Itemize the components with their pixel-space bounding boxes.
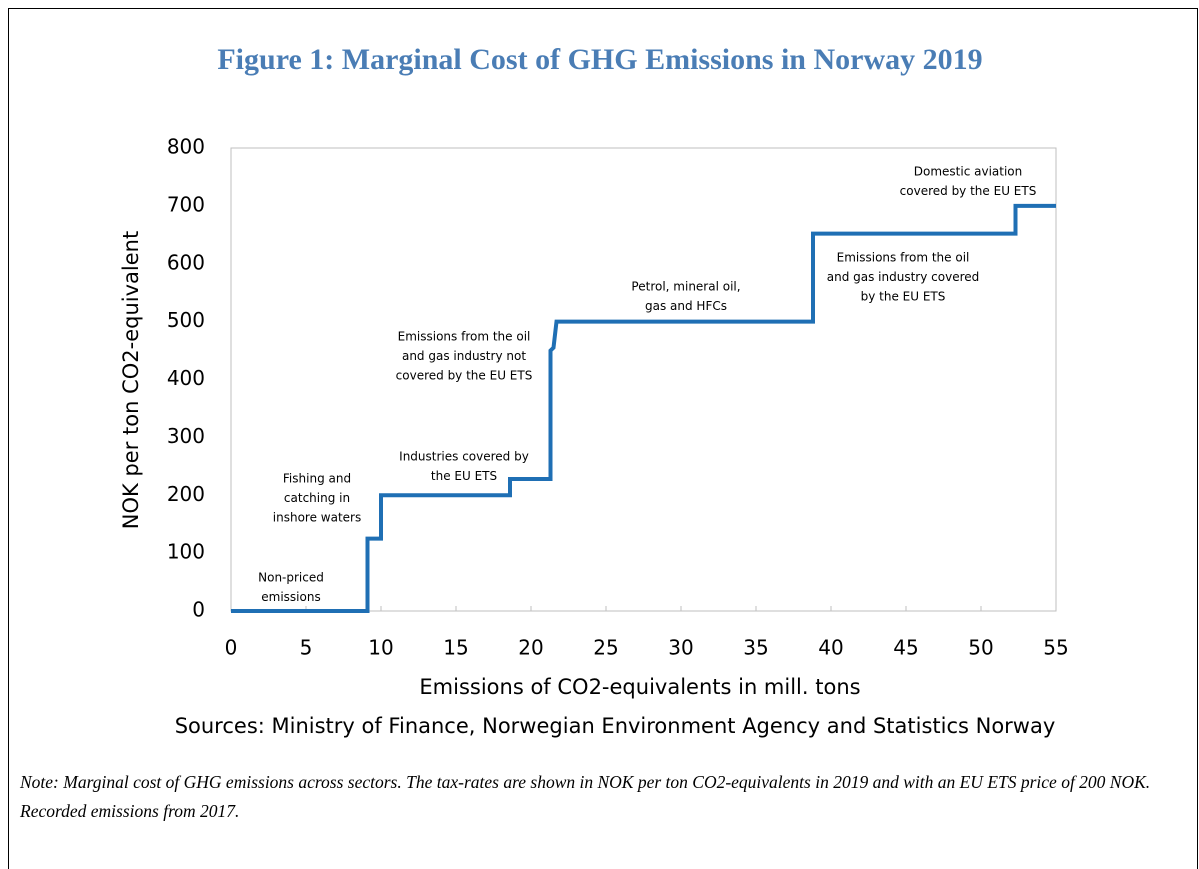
y-tick-label: 0	[192, 598, 205, 622]
y-tick-label: 300	[167, 424, 205, 448]
annotation: inshore waters	[273, 511, 361, 525]
annotation: Emissions from the oil	[398, 330, 531, 344]
frame	[8, 8, 1198, 869]
y-axis-label: NOK per ton CO2-equivalent	[119, 231, 143, 529]
step-line	[231, 203, 1056, 613]
annotation: Non-priced	[258, 571, 324, 585]
y-tick-label: 400	[167, 366, 205, 390]
x-tick-label: 0	[225, 636, 238, 660]
x-tick-label: 55	[1043, 636, 1068, 660]
annotation: and gas industry covered	[827, 270, 980, 284]
annotation: Industries covered by	[399, 450, 529, 464]
x-tick-label: 30	[668, 636, 693, 660]
annotation: catching in	[284, 491, 350, 505]
annotation: Domestic aviation	[914, 165, 1023, 179]
x-tick-label: 5	[300, 636, 313, 660]
annotation: gas and HFCs	[645, 299, 727, 313]
annotation: by the EU ETS	[861, 290, 946, 304]
annotation: and gas industry not	[402, 349, 526, 363]
y-tick-label: 200	[167, 482, 205, 506]
annotation: the EU ETS	[431, 469, 497, 483]
x-tick-label: 15	[443, 636, 468, 660]
x-tick-label: 10	[368, 636, 393, 660]
x-tick-label: 25	[593, 636, 618, 660]
x-tick-label: 45	[893, 636, 918, 660]
plot-area	[230, 147, 1057, 612]
annotation: Emissions from the oil	[837, 251, 970, 265]
note: Note: Marginal cost of GHG emissions acr…	[20, 772, 1151, 821]
x-tick-label: 20	[518, 636, 543, 660]
y-tick-label: 600	[167, 250, 205, 274]
annotation: emissions	[261, 590, 320, 604]
y-tick-label: 700	[167, 192, 205, 216]
y-tick-label: 100	[167, 540, 205, 564]
y-tick-label: 500	[167, 308, 205, 332]
annotation: Fishing and	[283, 472, 351, 486]
x-tick-label: 40	[818, 636, 843, 660]
annotation: covered by the EU ETS	[900, 184, 1037, 198]
x-tick-label: 35	[743, 636, 768, 660]
x-tick-label: 50	[968, 636, 993, 660]
chart-title: Figure 1: Marginal Cost of GHG Emissions…	[217, 43, 982, 76]
annotation: Petrol, mineral oil,	[631, 280, 740, 294]
sources: Sources: Ministry of Finance, Norwegian …	[175, 714, 1056, 738]
annotation: covered by the EU ETS	[396, 369, 533, 383]
x-axis-label: Emissions of CO2-equivalents in mill. to…	[419, 675, 860, 699]
y-tick-label: 800	[167, 135, 205, 159]
